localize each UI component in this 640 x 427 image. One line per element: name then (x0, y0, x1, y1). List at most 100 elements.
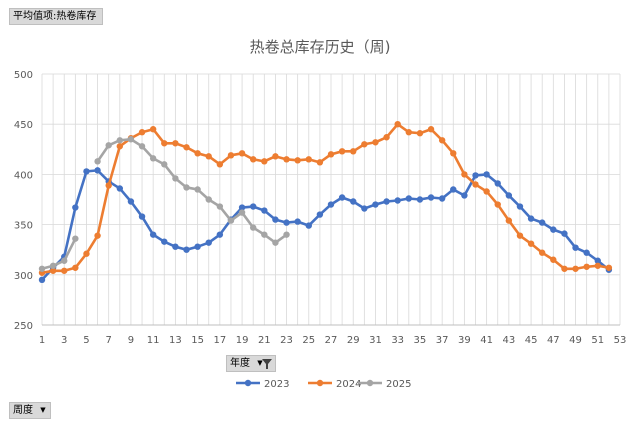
data-point (138, 129, 146, 136)
series-layer (38, 121, 613, 284)
axis-field-label: 周度 (13, 405, 33, 416)
data-point (327, 151, 335, 158)
data-point (416, 196, 424, 203)
data-point (272, 216, 279, 223)
data-point (272, 239, 279, 246)
data-point (450, 186, 457, 193)
data-point (372, 201, 379, 208)
x-tick-label: 17 (213, 335, 226, 346)
x-tick-label: 35 (414, 335, 427, 346)
x-tick-label: 1 (39, 335, 45, 346)
x-tick-label: 19 (236, 335, 249, 346)
data-point (149, 126, 157, 133)
data-point (72, 264, 79, 271)
legend-label: 2025 (386, 379, 411, 390)
x-tick-label: 7 (106, 335, 112, 346)
data-point (494, 201, 501, 208)
y-tick-label: 250 (14, 321, 33, 332)
value-field-label: 平均值项:热卷库存 (13, 11, 97, 22)
x-tick-label: 23 (280, 335, 293, 346)
data-point (416, 130, 424, 137)
series-line-2023 (41, 169, 610, 281)
data-point (238, 150, 246, 157)
data-point (261, 158, 268, 165)
data-point (283, 219, 290, 226)
data-point (461, 171, 468, 178)
data-point (472, 172, 479, 179)
data-point (183, 184, 190, 191)
data-point (538, 249, 546, 256)
x-tick-label: 13 (169, 335, 182, 346)
data-point (38, 276, 46, 284)
x-tick-label: 37 (436, 335, 449, 346)
data-point (405, 129, 413, 136)
data-point (249, 156, 257, 163)
data-point (227, 217, 235, 224)
y-tick-label: 450 (14, 120, 33, 131)
data-point (194, 150, 201, 157)
legend-field-button[interactable]: 年度 ▼ (226, 355, 276, 372)
x-tick-label: 15 (191, 335, 204, 346)
data-point (116, 185, 124, 192)
data-point (583, 249, 590, 256)
data-point (72, 235, 79, 242)
data-point (494, 180, 501, 187)
data-point (516, 232, 524, 239)
data-point (161, 238, 168, 245)
data-point (527, 215, 535, 222)
data-point (338, 194, 346, 201)
series-2023 (38, 167, 613, 284)
data-point (149, 155, 157, 162)
data-point (261, 207, 268, 214)
data-point (272, 153, 279, 160)
data-point (427, 126, 435, 133)
data-point (72, 204, 79, 211)
x-tick-label: 11 (147, 335, 160, 346)
data-point (205, 153, 212, 160)
data-point (350, 198, 357, 205)
data-point (249, 224, 257, 231)
data-point (105, 182, 112, 189)
data-point (572, 265, 579, 272)
data-point (294, 157, 301, 164)
data-point (383, 198, 390, 205)
chevron-down-icon: ▼ (40, 406, 46, 414)
x-tick-label: 21 (258, 335, 271, 346)
data-point (261, 231, 268, 238)
data-point (183, 246, 190, 253)
data-point (483, 188, 490, 195)
x-tick-label: 53 (614, 335, 627, 346)
data-point (138, 213, 146, 220)
data-point (305, 222, 312, 229)
x-tick-label: 5 (83, 335, 89, 346)
data-point (294, 218, 301, 225)
series-2025 (38, 136, 290, 272)
data-point (61, 267, 68, 274)
chart-title: 热卷总库存历史（周) (250, 38, 391, 56)
value-field-button[interactable]: 平均值项:热卷库存 (9, 8, 103, 25)
data-point (605, 264, 613, 271)
data-point (61, 257, 68, 264)
data-point (394, 121, 401, 128)
x-tick-label: 3 (61, 335, 67, 346)
data-point (550, 226, 557, 233)
legend-marker (316, 379, 324, 387)
data-point (472, 181, 479, 188)
x-tick-label: 43 (502, 335, 515, 346)
data-point (83, 168, 90, 175)
data-point (194, 186, 201, 193)
data-point (561, 230, 568, 237)
data-point (516, 203, 524, 210)
data-point (249, 203, 257, 210)
legend: 2023 2024 2025 (236, 379, 411, 390)
data-point (394, 197, 401, 204)
legend-entry-2024: 2024 (308, 379, 361, 390)
data-point (505, 217, 513, 224)
x-tick-label: 25 (302, 335, 315, 346)
data-point (172, 140, 179, 147)
y-tick-label: 500 (14, 70, 33, 81)
axis-field-button[interactable]: 周度 ▼ (9, 402, 51, 419)
data-point (49, 267, 57, 274)
